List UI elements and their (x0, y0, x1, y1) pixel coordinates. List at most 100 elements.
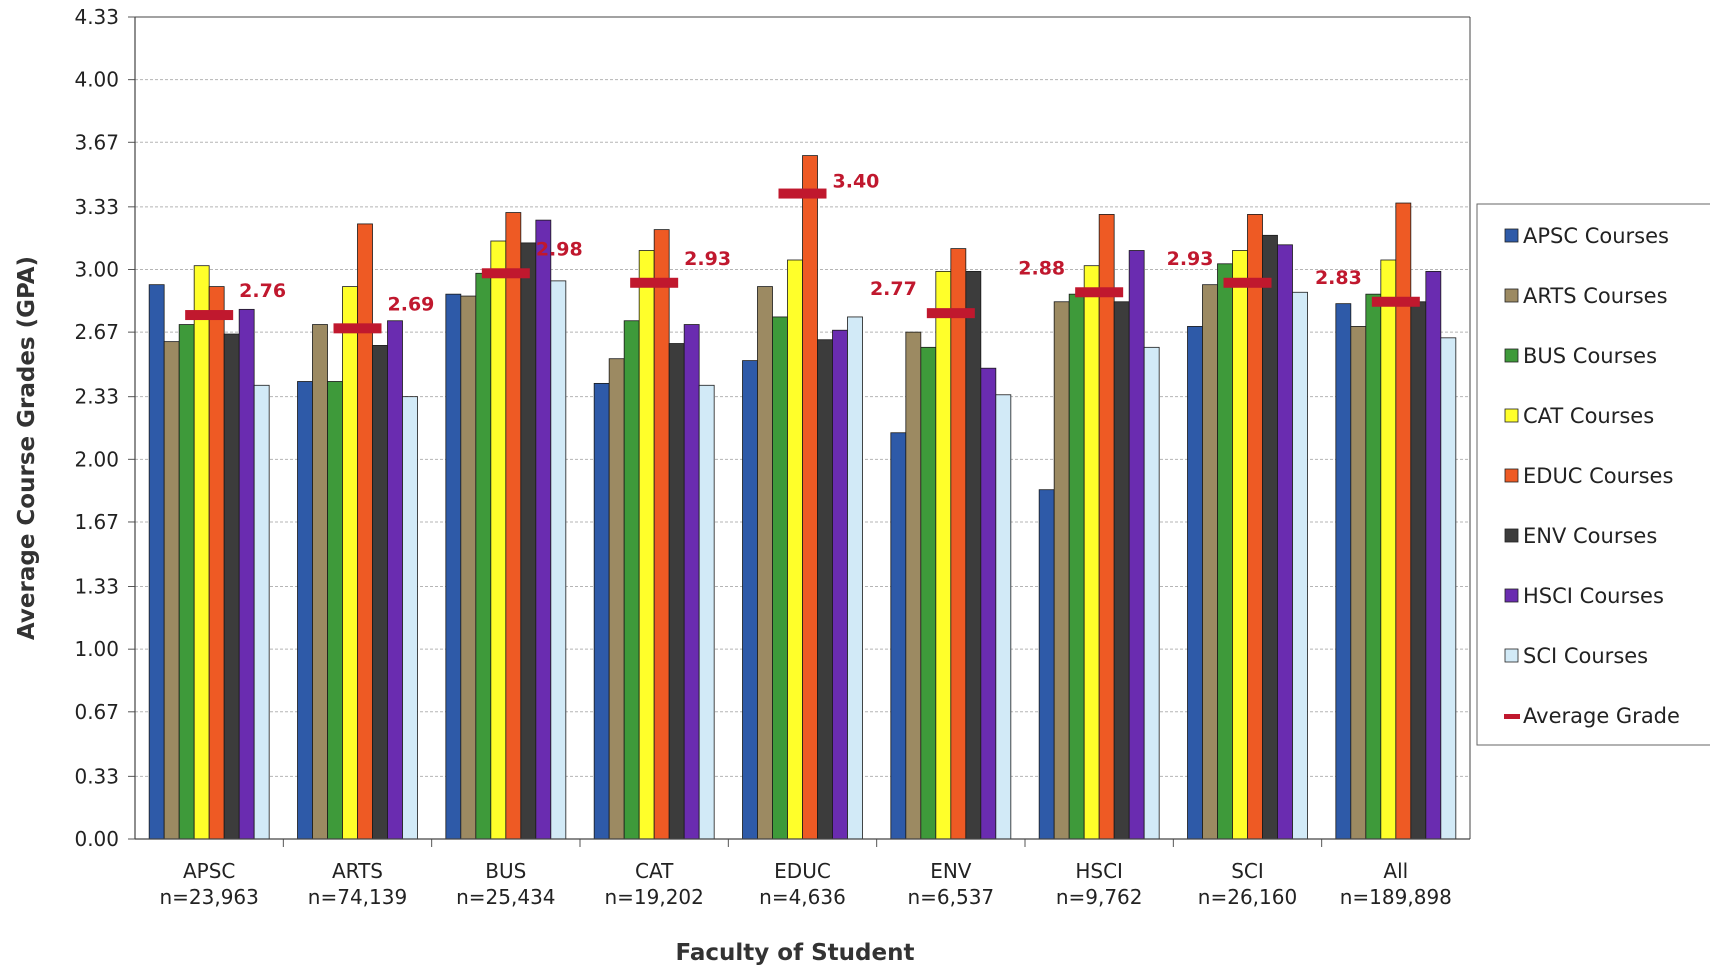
average-marker (927, 308, 975, 318)
bar (1054, 302, 1069, 839)
bar (298, 381, 313, 839)
bar (833, 330, 848, 839)
average-label: 2.77 (870, 278, 917, 300)
bar (1336, 304, 1351, 839)
average-label: 2.88 (1018, 257, 1065, 279)
bar (179, 325, 194, 839)
average-marker (334, 323, 382, 333)
average-label: 2.76 (239, 280, 286, 302)
bar (254, 385, 269, 839)
bar (1218, 264, 1233, 839)
legend-label: BUS Courses (1523, 344, 1657, 368)
bar (476, 273, 491, 839)
bar (224, 334, 239, 839)
x-tick-label: HSCI (1075, 859, 1123, 883)
legend-label: HSCI Courses (1523, 584, 1664, 608)
bar (1129, 251, 1144, 839)
x-tick-label: SCI (1231, 859, 1264, 883)
x-tick-label: APSC (183, 859, 235, 883)
x-tick-count: n=9,762 (1056, 885, 1143, 909)
bar (1411, 302, 1426, 839)
bar (803, 156, 818, 839)
bar (373, 345, 388, 839)
bar (1203, 285, 1218, 839)
bar (209, 287, 224, 839)
legend-label: ARTS Courses (1523, 284, 1668, 308)
legend-swatch (1505, 289, 1518, 302)
bar (1084, 266, 1099, 839)
x-tick-count: n=6,537 (907, 885, 994, 909)
x-tick-label: BUS (485, 859, 526, 883)
x-tick-count: n=74,139 (308, 885, 407, 909)
bar (773, 317, 788, 839)
average-label: 3.40 (833, 171, 880, 193)
bar (699, 385, 714, 839)
bar (491, 241, 506, 839)
bar (343, 287, 358, 839)
bar (328, 381, 343, 839)
y-tick-label: 1.00 (74, 637, 119, 661)
x-tick-labels: APSCn=23,963ARTSn=74,139BUSn=25,434CATn=… (159, 859, 1451, 909)
bar (313, 325, 328, 839)
bar (743, 361, 758, 839)
legend: APSC CoursesARTS CoursesBUS CoursesCAT C… (1477, 204, 1710, 745)
bar (624, 321, 639, 839)
bar (594, 383, 609, 839)
average-label: 2.93 (684, 248, 731, 270)
bar (521, 243, 536, 839)
x-tick-label: CAT (635, 859, 674, 883)
bar (446, 294, 461, 839)
bar (639, 251, 654, 839)
y-tick-label: 0.33 (74, 764, 119, 788)
y-tick-label: 1.33 (74, 575, 119, 599)
bar (848, 317, 863, 839)
bar (996, 395, 1011, 839)
bar (194, 266, 209, 839)
bar (461, 296, 476, 839)
bar (966, 271, 981, 839)
bar (1351, 326, 1366, 839)
legend-swatch (1505, 409, 1518, 422)
legend-swatch (1505, 649, 1518, 662)
x-tick-count: n=189,898 (1340, 885, 1452, 909)
average-marker (1224, 278, 1272, 288)
bar (818, 340, 833, 839)
bar (609, 359, 624, 839)
bar (1426, 271, 1441, 839)
bar (388, 321, 403, 839)
bar (551, 281, 566, 839)
legend-swatch (1504, 714, 1520, 719)
y-tick-label: 3.00 (74, 257, 119, 281)
average-marker (1372, 297, 1420, 307)
legend-label: Average Grade (1523, 704, 1680, 728)
bar (1263, 235, 1278, 839)
bars (149, 156, 1456, 839)
bar (1069, 294, 1084, 839)
bar (1233, 251, 1248, 839)
legend-swatch (1505, 349, 1518, 362)
bar (1099, 214, 1114, 839)
x-tick-count: n=26,160 (1198, 885, 1297, 909)
average-label: 2.98 (536, 238, 583, 260)
bar (1188, 326, 1203, 839)
legend-label: EDUC Courses (1523, 464, 1673, 488)
x-tick-count: n=4,636 (759, 885, 846, 909)
bar (906, 332, 921, 839)
average-marker (630, 278, 678, 288)
bar (1293, 292, 1308, 839)
bar (1381, 260, 1396, 839)
y-tick-label: 1.67 (74, 510, 119, 534)
x-tick-count: n=19,202 (604, 885, 703, 909)
y-tick-label: 2.33 (74, 385, 119, 409)
average-label: 2.83 (1315, 267, 1362, 289)
bar (403, 397, 418, 839)
bar (891, 433, 906, 839)
bar (1114, 302, 1129, 839)
bar (239, 309, 254, 839)
legend-swatch (1505, 589, 1518, 602)
x-tick-count: n=25,434 (456, 885, 555, 909)
x-tick-label: All (1383, 859, 1408, 883)
y-tick-labels: 0.00 0.33 0.67 1.00 1.33 1.67 2.00 2.33 2.67 3.00… (74, 5, 119, 851)
y-tick-label: 2.00 (74, 447, 119, 471)
y-tick-label: 4.33 (74, 5, 119, 29)
